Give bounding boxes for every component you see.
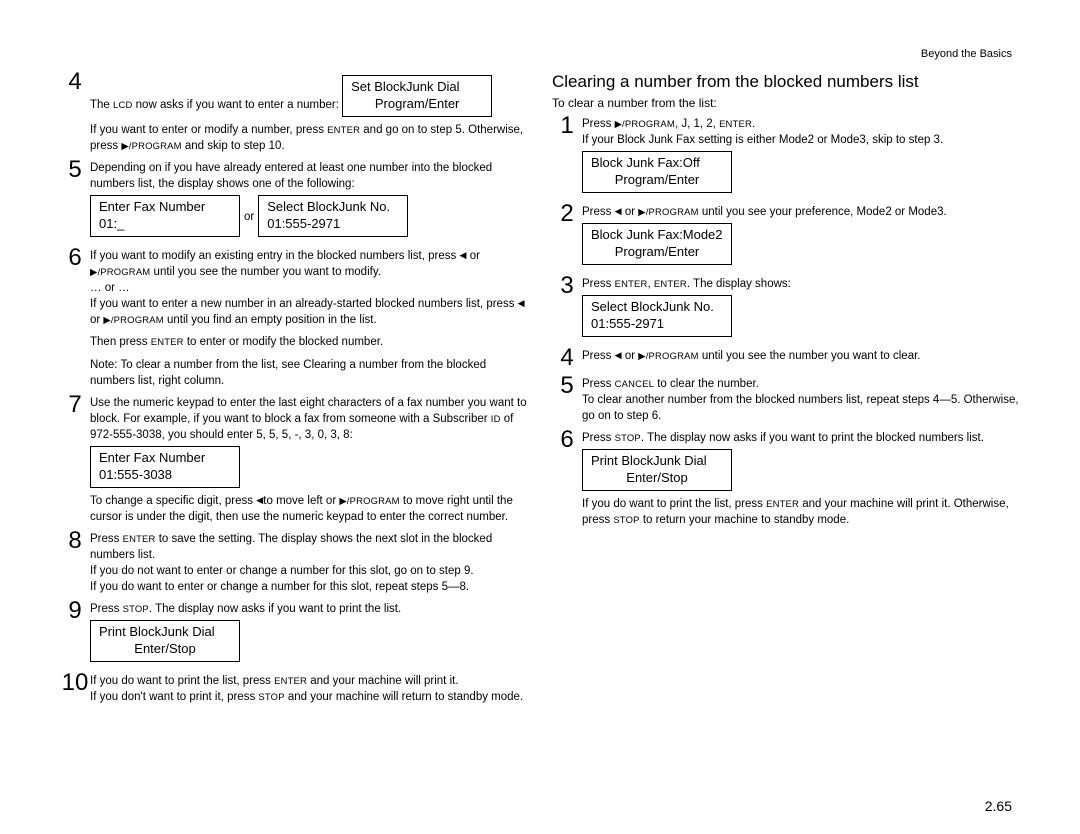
left-arrow-icon: ◀ [615,205,622,218]
right-step-5: 5 Press CANCEL to clear the number. To c… [552,376,1020,424]
note-label: Note: [90,359,118,371]
left-step-10: 10 If you do want to print the list, pre… [60,673,528,705]
step-body: Press ENTER to save the setting. The dis… [90,531,528,595]
left-column: 4 The LCD now asks if you want to enter … [60,72,528,711]
left-arrow-icon: ◀ [256,494,263,507]
page-header: Beyond the Basics [921,48,1012,60]
step-body: Press CANCEL to clear the number. To cle… [582,376,1020,424]
step-number: 5 [60,158,90,182]
manual-page: Beyond the Basics 4 The LCD now asks if … [0,0,1080,834]
right-column: Clearing a number from the blocked numbe… [552,72,1020,711]
step-body: Press ▶/PROGRAM, J, 1, 2, ENTER. If your… [582,116,1020,198]
step-number: 5 [552,374,582,398]
left-arrow-icon: ◀ [459,249,466,262]
step-number: 6 [552,428,582,452]
left-arrow-icon: ◀ [615,349,622,362]
step-number: 1 [552,114,582,138]
lcd-display: Select BlockJunk No. 01:555-2971 [582,295,732,337]
step-number: 9 [60,599,90,623]
left-step-5: 5 Depending on if you have already enter… [60,160,528,242]
or-label: or [244,209,254,225]
right-step-4: 4 Press ◀ or ▶/PROGRAM until you see the… [552,348,1020,370]
lcd-display: Print BlockJunk Dial Enter/Stop [90,620,240,662]
step-body: Depending on if you have already entered… [90,160,528,242]
step-text: If you want to enter or modify a number,… [90,122,528,154]
step-body: Press STOP. The display now asks if you … [582,430,1020,528]
step-number: 8 [60,529,90,553]
step-body: If you do want to print the list, press … [90,673,528,705]
step-number: 10 [60,671,90,695]
right-step-3: 3 Press ENTER, ENTER. The display shows:… [552,276,1020,342]
step-number: 2 [552,202,582,226]
lcd-row: Enter Fax Number 01:_ or Select BlockJun… [90,192,528,242]
left-step-9: 9 Press STOP. The display now asks if yo… [60,601,528,667]
lcd-display: Enter Fax Number 01:_ [90,195,240,237]
right-step-2: 2 Press ◀ or ▶/PROGRAM until you see you… [552,204,1020,270]
page-number: 2.65 [985,798,1012,814]
lcd-display: Select BlockJunk No. 01:555-2971 [258,195,408,237]
lcd-display: Enter Fax Number 01:555-3038 [90,446,240,488]
step-number: 4 [60,70,90,94]
lcd-display: Print BlockJunk Dial Enter/Stop [582,449,732,491]
step-body: Press ◀ or ▶/PROGRAM until you see the n… [582,348,1020,364]
section-intro: To clear a number from the list: [552,96,1020,110]
step-number: 7 [60,393,90,417]
step-body: Press STOP. The display now asks if you … [90,601,528,667]
step-body: Use the numeric keypad to enter the last… [90,395,528,525]
step-body: The LCD now asks if you want to enter a … [90,72,528,154]
lcd-display: Block Junk Fax:Mode2 Program/Enter [582,223,732,265]
step-number: 4 [552,346,582,370]
left-step-4: 4 The LCD now asks if you want to enter … [60,72,528,154]
left-step-7: 7 Use the numeric keypad to enter the la… [60,395,528,525]
section-heading: Clearing a number from the blocked numbe… [552,72,1020,92]
two-column-layout: 4 The LCD now asks if you want to enter … [60,72,1020,711]
step-body: If you want to modify an existing entry … [90,248,528,389]
right-step-6: 6 Press STOP. The display now asks if yo… [552,430,1020,528]
step-number: 3 [552,274,582,298]
step-number: 6 [60,246,90,270]
lcd-display: Block Junk Fax:Off Program/Enter [582,151,732,193]
left-step-8: 8 Press ENTER to save the setting. The d… [60,531,528,595]
right-step-1: 1 Press ▶/PROGRAM, J, 1, 2, ENTER. If yo… [552,116,1020,198]
step-body: Press ENTER, ENTER. The display shows: S… [582,276,1020,342]
left-step-6: 6 If you want to modify an existing entr… [60,248,528,389]
step-body: Press ◀ or ▶/PROGRAM until you see your … [582,204,1020,270]
lcd-display: Set BlockJunk Dial Program/Enter [342,75,492,117]
